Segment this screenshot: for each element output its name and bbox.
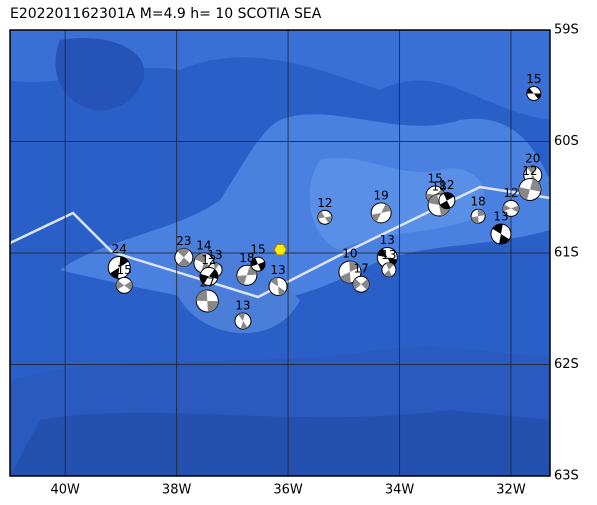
focal-mechanism [236,264,258,286]
event-depth: 15 [526,72,541,86]
lon-label: 34W [385,483,415,498]
beachball-quadrant [471,209,486,224]
beachball-bg [381,262,397,278]
event-depth: 13 [270,263,285,277]
event-depth: 17 [353,262,368,276]
epicenter [273,243,287,256]
beachball-quadrant [199,269,218,284]
beachball-quadrant [377,248,398,267]
focal-mechanism [518,177,542,201]
beachball-quadrant [339,260,360,283]
event-depth: 13 [381,248,396,262]
beachball-quadrant [502,204,519,213]
lat-label: 59S [554,23,579,38]
event-depth: 23 [176,234,191,248]
focal-mechanism [338,260,362,284]
event-depth: 18 [470,195,485,209]
focal-mechanism [115,276,133,294]
focal-mechanism [438,192,456,210]
event-depth: 13 [235,299,250,313]
lat-label: 62S [554,357,579,372]
beachball-quadrant [250,257,265,271]
event-depth: 15 [428,172,443,186]
beachball-quadrant [526,88,541,100]
focal-mechanism [381,262,397,278]
focal-mechanism [526,86,542,102]
event-depth: 12 [201,253,216,267]
focal-mechanism [195,289,219,313]
lat-label: 63S [554,469,579,484]
focal-mechanism [107,255,131,279]
event-depth: 20 [525,151,540,165]
focal-mechanism [199,266,219,286]
lon-label: 40W [50,483,80,498]
beachball-quadrant [384,262,394,277]
event-depth: 14 [196,239,211,253]
focal-mechanism [268,276,288,296]
beachball-quadrant [270,277,286,296]
event-depth: 10 [342,246,357,260]
event-depth: 24 [112,242,127,256]
beachball-quadrant [236,265,257,285]
beachball-quadrant [371,203,391,222]
focal-mechanism [234,312,252,330]
event-depth: 13 [380,233,395,247]
map-frame [9,29,551,477]
lon-label: 36W [273,483,303,498]
focal-mechanism [376,246,398,268]
event-depth: 18 [239,251,254,265]
beachball-quadrant [353,278,370,290]
event-depth: 12 [522,164,537,178]
plate-boundary [10,185,550,299]
beachball-quadrant [439,192,454,209]
lat-label: 61S [554,246,579,261]
focal-mechanism [317,209,333,225]
beachball-quadrant [196,289,219,312]
lon-label: 38W [162,483,192,498]
focal-mechanism [502,199,520,217]
event-depth: 13 [493,210,508,224]
event-depth: 12 [503,186,518,200]
event-depth: 13 [207,248,222,262]
beachball-quadrant [109,256,129,279]
lon-label: 32W [496,483,526,498]
focal-mechanism [370,202,392,224]
beachball-quadrant [492,224,510,245]
beachball-quadrant [518,178,541,201]
lat-label: 60S [554,134,579,149]
beachball-bg [234,312,252,330]
event-depth: 12 [439,178,454,192]
event-depth: 12 [317,196,332,210]
focal-mechanism [470,208,486,224]
focal-mechanism [490,223,512,245]
event-depth: 27 [200,275,215,289]
map-title: E202201162301A M=4.9 h= 10 SCOTIA SEA [10,6,322,22]
focal-mechanism [174,247,194,267]
event-depth: 19 [374,188,389,202]
beachball-quadrant [317,211,332,224]
event-depth: 15 [250,243,265,257]
beachball-quadrant [238,313,248,330]
beachball-quadrant [116,280,133,291]
event-depth: 18 [431,180,446,194]
event-depth: 15 [117,263,132,277]
focal-mechanism [250,256,266,272]
beachball-quadrant [428,194,450,216]
beachball-quadrant [177,248,191,267]
focal-mechanism [352,275,370,293]
